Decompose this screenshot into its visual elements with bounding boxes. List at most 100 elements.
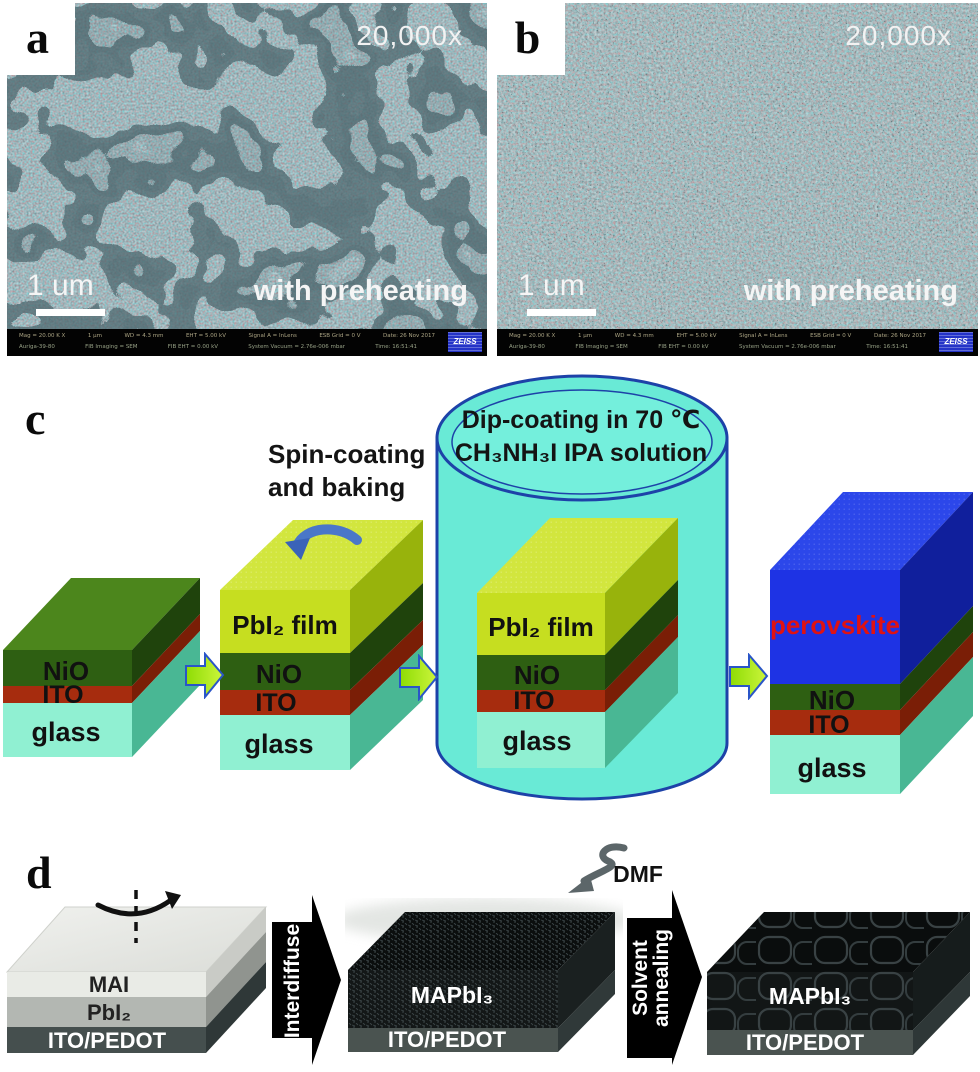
panel-a-letter: a [26,11,49,63]
solvent-annealing-arrow: Solvent annealing [627,890,702,1065]
spin-arc-icon [95,897,174,917]
panel-b-letter: b [514,11,541,63]
stack4-ito-side [900,632,973,735]
stack1-glass-label: glass [31,717,100,747]
zeiss-logo: ZEISS [939,332,973,352]
stackd1-mai-label: MAI [89,972,129,997]
stack4-glass-label: glass [797,753,866,783]
stack3-nio-front [477,655,605,690]
arrow-shape [729,653,769,700]
dmf-arrowhead-icon [568,876,594,893]
stackd2-front-grain [348,970,558,1028]
stackd3-front-grain [707,972,913,1030]
infobar-token: FIB Imaging = SEM [85,344,138,350]
stack2-glass-front [220,715,350,770]
stackd2-top-grain [348,912,615,970]
stack1-glass-front [3,703,132,757]
stack4-top-face-dots [770,492,973,570]
stackd1-mai-pbi2: MAI PbI₂ ITO/PEDOT [5,890,268,1053]
stackd3-ito-side [913,972,970,1055]
infobar-token: EHT = 5.00 kV [676,333,717,339]
infobar-row1: Mag = 20.00 K X 1 μm WD = 4.3 mm EHT = 5.00… [7,333,487,339]
stack4-ito-front [770,710,900,735]
infobar-row2: Auriga-39-80 FIB Imaging = SEM FIB EHT = 0… [7,344,487,350]
stack1-nio-side [132,578,200,686]
infobar-token: 1 μm [578,333,593,339]
infobar-token: Date: 26 Nov 2017 [874,333,926,339]
solvent-label-line1: Solvent [629,940,652,1016]
stackd2-ito-front [348,1028,558,1052]
process-arrow-3 [729,653,769,700]
infobar-token: Auriga-39-80 [19,344,55,350]
stack3-pbi2-label: PbI₂ film [488,612,593,642]
stackd2-mapbi3-side [558,912,615,1028]
stack4-nio-front [770,684,900,710]
interdiffuse-arrow: Interdiffuse [272,895,341,1065]
process-arrow-2 [399,654,439,701]
stack4-nio-label: NiO [809,685,855,715]
stack2-nio-front [220,653,350,690]
solvent-label-line2: annealing [650,929,673,1027]
stack3-glass-side [605,637,678,768]
dmf-arrow-icon [580,843,628,885]
stack1-top-face [3,578,200,650]
dip-caption-line2: CH₃NH₃I IPA solution [454,439,708,467]
infobar-token: ESB Grid = 0 V [810,333,852,339]
dmf-annotation: DMF [568,843,663,893]
stack3-pbi2-front [477,593,605,655]
sem-caption: with preheating [743,275,958,307]
panel-a-label-box: a [0,0,75,75]
stackd1-ito-side [206,962,266,1053]
infobar-token: Signal A = InLens [739,333,788,339]
infobar-token: WD = 4.3 mm [124,333,164,339]
magnification-label: 20,000x [356,20,463,51]
infobar-row1: Mag = 20.00 K X 1 μm WD = 4.3 mm EHT = 5.00… [497,333,978,339]
infobar-token: System Vacuum = 2.76e-006 mbar [739,344,836,350]
spin-arrowhead-icon [285,538,310,560]
spin-caption-line1: Spin-coating [268,439,426,469]
spin-coating-caption: Spin-coating and baking [268,438,428,504]
stack2-ito-label: ITO [255,689,296,717]
stack1-nio-front [3,650,132,686]
stackd1-mai-front [7,972,206,997]
arrow-shape [399,654,439,701]
stack2-ito-front [220,690,350,715]
stack4-perovskite: perovskite NiO ITO glass [770,492,973,794]
sem-a-micrograph [7,3,487,330]
stack2-nio-side [350,583,423,690]
stack1-nio-label: NiO [43,656,89,686]
infobar-token: System Vacuum = 2.76e-006 mbar [248,344,346,350]
infobar-token: Date: 26 Nov 2017 [382,333,435,339]
magnification-label: 20,000x [845,20,952,51]
stack3-pbi2-in-beaker: PbI₂ film NiO ITO glass [477,518,678,768]
infobar-token: Time: 16:51:41 [375,344,417,350]
infobar-token: Auriga-39-80 [509,344,545,350]
stack1-ito-label: ITO [42,681,83,709]
stackd2-ito-side [558,970,615,1052]
stackd1-mai-side [206,907,266,997]
spin-caption-line2: and baking [268,472,406,502]
scalebar [527,309,596,316]
stack3-nio-label: NiO [514,660,560,690]
infobar-token: FIB Imaging = SEM [575,344,628,350]
infobar-token: FIB EHT = 0.00 kV [167,344,219,350]
stackd2-ito-pedot-label: ITO/PEDOT [388,1027,507,1052]
stack1-nio-ito-glass: NiO ITO glass [3,578,200,757]
stack3-top-face-dots [477,518,678,593]
stack2-nio-label: NiO [256,659,302,689]
panel-d-letter: d [26,847,52,898]
infobar-token: WD = 4.3 mm [614,333,654,339]
infobar-token: Time: 16:51:41 [866,344,908,350]
stack1-ito-front [3,686,132,703]
stack2-top-face-dots [220,520,423,590]
sem-infobar: Mag = 20.00 K X 1 μm WD = 4.3 mm EHT = 5.00… [7,329,487,356]
stack3-glass-front [477,712,605,768]
stackd3-ito-front [707,1030,913,1055]
sem-panel-a: 20,000x 1 um with preheating Mag = 20.00… [7,3,487,356]
stack3-ito-side [605,615,678,712]
sem-panel-b: 20,000x 1 um with preheating Mag = 20.00… [497,3,978,356]
infobar-token: EHT = 5.00 kV [185,333,226,339]
arrow-shape [272,895,341,1065]
infobar-token: Signal A = InLens [248,333,297,339]
